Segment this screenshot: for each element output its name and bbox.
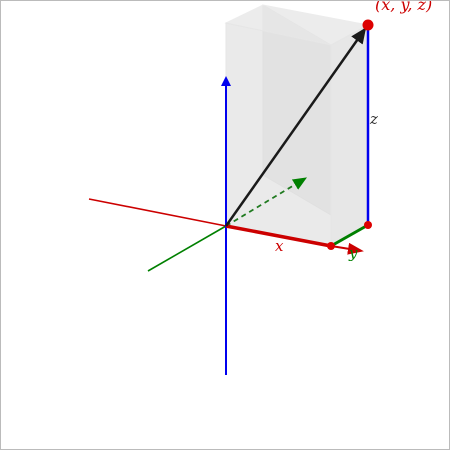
point-x-projection: [327, 242, 335, 250]
label-point-xyz: (x, y, z): [375, 1, 432, 14]
x-axis-positive-arrow: [330, 242, 364, 255]
y-component-segment: [330, 223, 369, 248]
position-vector: [224, 27, 367, 227]
point-xyz: [362, 19, 374, 31]
point-xy-projection: [364, 221, 372, 229]
x-component-segment: [225, 224, 332, 248]
label-x: x: [275, 237, 284, 255]
box-front-face: [225, 22, 332, 246]
x-axis-negative: [88, 198, 227, 227]
box-side-face: [330, 24, 369, 246]
label-y: y: [348, 244, 358, 262]
y-axis-negative: [147, 225, 227, 272]
y-axis-dashed-arrow: [225, 177, 308, 227]
label-z: z: [369, 110, 378, 128]
